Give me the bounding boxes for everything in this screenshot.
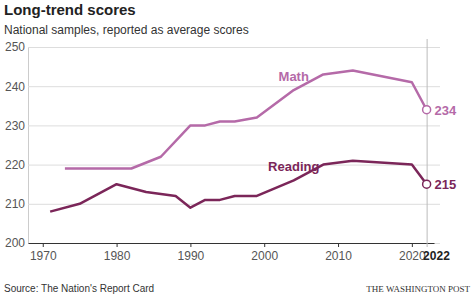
series-line [50,161,426,212]
x-tick-label: 2010 [325,249,352,263]
grid-line [28,125,440,126]
series-label: Reading [268,159,319,174]
x-tick: 2010 [325,243,352,263]
x-tick-mark [338,243,339,247]
x-tick-mark [43,243,44,247]
y-axis: 200 210 220 230 240 250 [5,40,440,250]
credit: THE WASHINGTON POST [366,284,470,294]
x-tick-label: 2022 [423,249,450,263]
series-label: Math [279,69,309,84]
y-tick: 250 [5,40,440,54]
grid-line [28,86,440,87]
x-tick-label: 1970 [30,249,57,263]
title: Long-trend scores [4,1,136,18]
y-tick-label: 210 [5,197,25,211]
end-marker [423,180,431,188]
x-tick-label: 1990 [178,249,205,263]
x-tick: 1990 [178,243,205,263]
y-tick: 220 [5,158,440,172]
source: Source: The Nation's Report Card [4,283,154,294]
x-tick-label: 1980 [104,249,131,263]
grid-line [28,47,440,48]
y-tick-label: 230 [5,119,25,133]
x-tick-mark [117,243,118,247]
y-tick-label: 240 [5,80,25,94]
grid-line [28,204,440,205]
x-tick-mark [427,39,428,247]
grid-line [28,243,440,244]
y-axis-line [28,48,29,244]
series-line [65,71,427,169]
x-tick: 2000 [251,243,278,263]
x-tick-mark [264,243,265,247]
x-tick: 1970 [30,243,57,263]
data-label: 215 [435,177,457,192]
y-tick: 200 [5,236,440,250]
x-axis-line [29,243,435,244]
x-tick-label: 2020 [399,249,426,263]
x-tick-mark [412,243,413,247]
y-tick-label: 200 [5,236,25,250]
chart: Long-trend scores National samples, repor… [0,0,474,299]
grid-line [28,165,440,166]
x-tick-mark [190,243,191,247]
labels: Math 234 Reading 215 [268,69,457,192]
x-tick-label: 2000 [251,249,278,263]
end-marker [423,106,431,114]
x-tick: 2022 [423,39,450,263]
y-tick: 240 [5,80,440,94]
x-tick: 2020 [399,243,426,263]
data-label: 234 [435,103,457,118]
y-tick-label: 250 [5,40,25,54]
plot-area [50,71,430,212]
x-axis: 1970 1980 1990 2000 2010 20202022 [29,39,451,263]
x-tick: 1980 [104,243,131,263]
subtitle: National samples, reported as average sc… [4,23,249,37]
y-tick-label: 220 [5,158,25,172]
